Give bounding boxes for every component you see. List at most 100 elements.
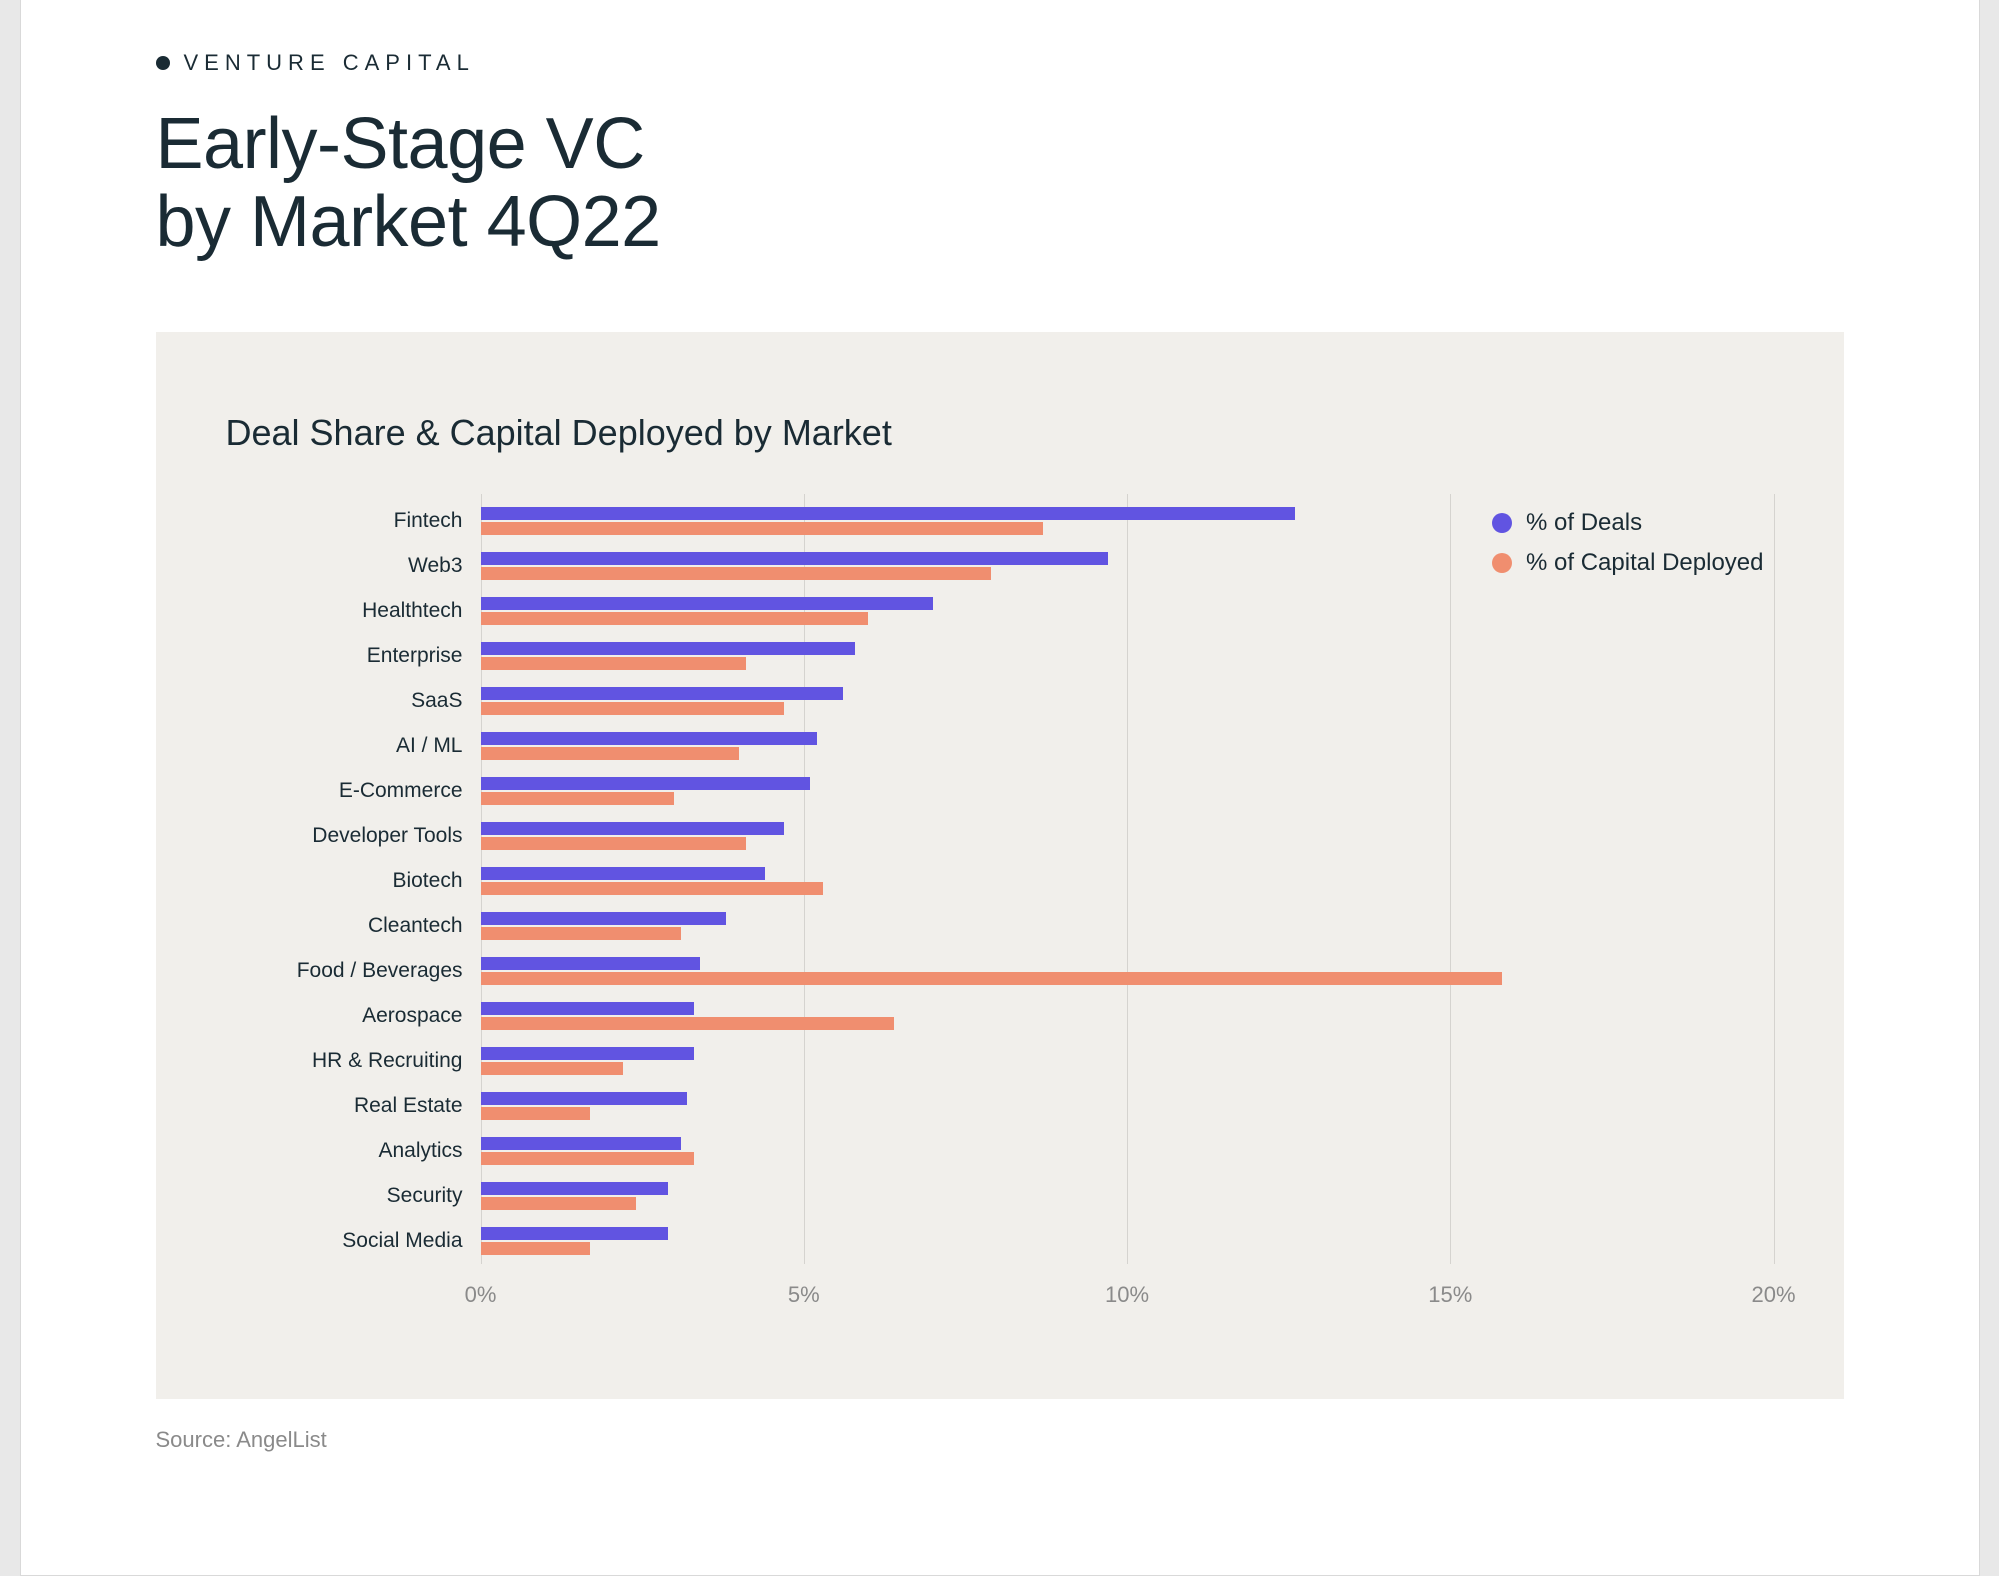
bar-capital [481, 612, 869, 625]
bar-group [481, 994, 1774, 1039]
eyebrow-dot-icon [156, 56, 170, 70]
category-label: Web3 [226, 544, 481, 589]
x-axis: 0%5%10%15%20% [481, 1274, 1774, 1329]
category-label: Analytics [226, 1129, 481, 1174]
category-label: Developer Tools [226, 814, 481, 859]
bar-deals [481, 777, 811, 790]
bar-deals [481, 597, 934, 610]
category-label: Fintech [226, 499, 481, 544]
bar-capital [481, 657, 746, 670]
bar-deals [481, 1227, 668, 1240]
bar-deals [481, 957, 701, 970]
legend-item: % of Capital Deployed [1492, 549, 1763, 577]
category-label: Biotech [226, 859, 481, 904]
chart-row: Healthtech [226, 589, 1774, 634]
chart-panel: Deal Share & Capital Deployed by Market … [156, 332, 1844, 1399]
content: VENTURE CAPITAL Early-Stage VC by Market… [21, 50, 1979, 1453]
bar-capital [481, 882, 824, 895]
chart-title: Deal Share & Capital Deployed by Market [226, 412, 1774, 454]
bar-deals [481, 1092, 688, 1105]
chart-legend: % of Deals % of Capital Deployed [1492, 509, 1763, 589]
bar-capital [481, 1197, 636, 1210]
bar-capital [481, 747, 740, 760]
chart-area: % of Deals % of Capital Deployed FintechW… [226, 499, 1774, 1329]
chart-row: E-Commerce [226, 769, 1774, 814]
bar-capital [481, 837, 746, 850]
x-axis-wrap: 0%5%10%15%20% [481, 1274, 1774, 1329]
bar-group [481, 1174, 1774, 1219]
bar-deals [481, 1137, 681, 1150]
bar-group [481, 1129, 1774, 1174]
chart-row: Security [226, 1174, 1774, 1219]
bar-group [481, 1219, 1774, 1264]
bar-capital [481, 1152, 694, 1165]
bar-group [481, 949, 1774, 994]
x-tick-label: 20% [1751, 1282, 1795, 1308]
bar-deals [481, 552, 1108, 565]
category-label: Social Media [226, 1219, 481, 1264]
title-line-2: by Market 4Q22 [156, 182, 661, 262]
category-label: HR & Recruiting [226, 1039, 481, 1084]
bar-deals [481, 912, 727, 925]
bar-deals [481, 687, 843, 700]
bar-group [481, 1039, 1774, 1084]
bar-capital [481, 1242, 591, 1255]
bar-deals [481, 642, 856, 655]
bar-group [481, 1084, 1774, 1129]
bar-capital [481, 567, 992, 580]
eyebrow: VENTURE CAPITAL [156, 50, 1844, 76]
category-label: Healthtech [226, 589, 481, 634]
bar-capital [481, 972, 1502, 985]
x-tick-label: 0% [465, 1282, 497, 1308]
bar-deals [481, 867, 765, 880]
chart-row: SaaS [226, 679, 1774, 724]
bar-deals [481, 1047, 694, 1060]
x-tick-label: 15% [1428, 1282, 1472, 1308]
chart-row: Real Estate [226, 1084, 1774, 1129]
page: VENTURE CAPITAL Early-Stage VC by Market… [20, 0, 1980, 1576]
category-label: E-Commerce [226, 769, 481, 814]
category-label: SaaS [226, 679, 481, 724]
chart-row: Cleantech [226, 904, 1774, 949]
bar-deals [481, 1002, 694, 1015]
chart-row: Biotech [226, 859, 1774, 904]
chart-row: Social Media [226, 1219, 1774, 1264]
bar-group [481, 589, 1774, 634]
category-label: Cleantech [226, 904, 481, 949]
chart-row: HR & Recruiting [226, 1039, 1774, 1084]
gridline [1774, 494, 1775, 1264]
bar-group [481, 769, 1774, 814]
chart-row: Food / Beverages [226, 949, 1774, 994]
bar-group [481, 679, 1774, 724]
bar-capital [481, 792, 675, 805]
category-label: AI / ML [226, 724, 481, 769]
bar-group [481, 634, 1774, 679]
bar-deals [481, 822, 785, 835]
bar-capital [481, 1062, 623, 1075]
chart-rows: FintechWeb3HealthtechEnterpriseSaaSAI / … [226, 499, 1774, 1264]
category-label: Real Estate [226, 1084, 481, 1129]
chart-row: Analytics [226, 1129, 1774, 1174]
legend-item: % of Deals [1492, 509, 1763, 537]
x-tick-label: 5% [788, 1282, 820, 1308]
chart-row: Enterprise [226, 634, 1774, 679]
bar-deals [481, 1182, 668, 1195]
legend-label: % of Capital Deployed [1526, 549, 1763, 577]
title-line-1: Early-Stage VC [156, 104, 645, 184]
x-tick-label: 10% [1105, 1282, 1149, 1308]
category-label: Food / Beverages [226, 949, 481, 994]
legend-label: % of Deals [1526, 509, 1642, 537]
category-label: Aerospace [226, 994, 481, 1039]
legend-swatch-icon [1492, 513, 1512, 533]
bar-group [481, 904, 1774, 949]
bar-capital [481, 1107, 591, 1120]
bar-capital [481, 702, 785, 715]
bar-capital [481, 1017, 895, 1030]
category-label: Security [226, 1174, 481, 1219]
page-title: Early-Stage VC by Market 4Q22 [156, 106, 1844, 262]
legend-swatch-icon [1492, 553, 1512, 573]
bar-capital [481, 927, 681, 940]
bar-group [481, 814, 1774, 859]
chart-source: Source: AngelList [156, 1427, 1844, 1453]
bar-group [481, 859, 1774, 904]
